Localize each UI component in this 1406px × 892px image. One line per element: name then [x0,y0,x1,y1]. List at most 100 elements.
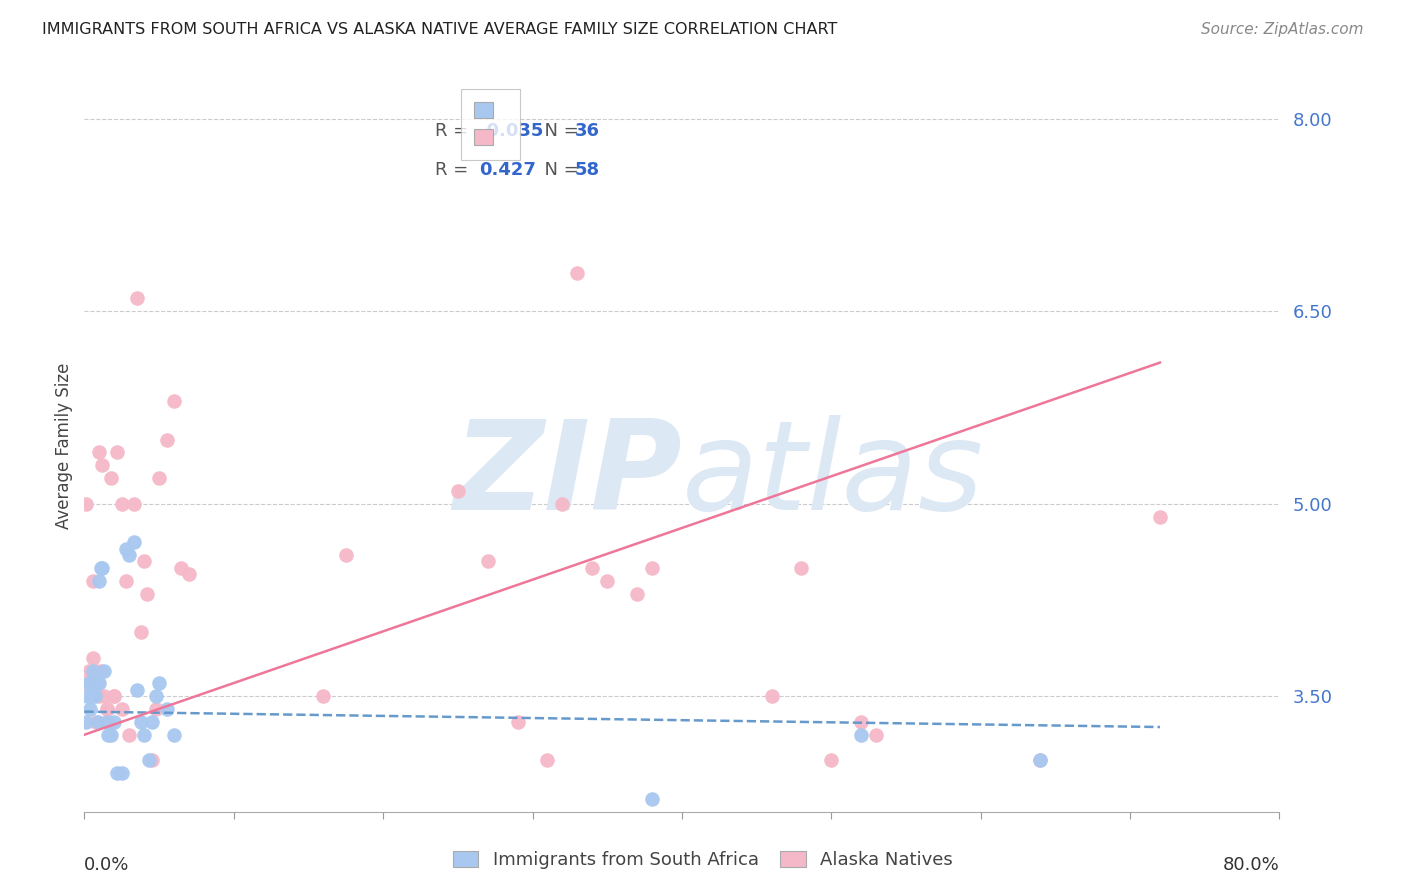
Point [145,702,167,716]
Point [111,497,134,511]
Point [100,728,122,742]
Point [105,445,128,459]
Point [820,753,842,767]
Text: 58: 58 [575,161,599,178]
Point [148,676,170,690]
Text: 36: 36 [575,122,599,140]
Point [86,664,108,678]
Point [477,554,499,568]
Point [89,574,111,588]
Point [105,766,128,780]
Point [103,690,125,704]
Point [111,766,134,780]
Point [132,728,156,742]
Text: N =: N = [533,161,583,178]
Point [93,690,115,704]
Point [91,561,114,575]
Point [851,714,873,729]
Point [790,561,813,575]
Point [129,625,152,640]
Point [83,676,105,690]
Text: 0.0%: 0.0% [84,855,129,873]
Legend: Immigrants from South Africa, Alaska Natives: Immigrants from South Africa, Alaska Nat… [444,842,962,879]
Point [1029,753,1052,767]
Point [89,676,111,690]
Point [103,714,125,729]
Point [129,714,152,729]
Point [89,445,111,459]
Point [111,702,134,716]
Point [125,292,148,306]
Point [141,753,163,767]
Point [122,535,145,549]
Point [581,561,603,575]
Point [79,702,101,716]
Text: 0.427: 0.427 [479,161,536,178]
Point [76,676,98,690]
Point [141,714,163,729]
Point [335,548,357,562]
Point [82,650,104,665]
Point [77,676,100,690]
Point [312,690,335,704]
Point [136,586,159,600]
Point [96,702,118,716]
Point [87,714,110,729]
Point [80,664,103,678]
Text: -0.035: -0.035 [479,122,543,140]
Point [75,497,97,511]
Point [76,690,98,704]
Point [86,714,108,729]
Point [115,541,138,556]
Point [82,664,104,678]
Legend: , : , [461,89,520,161]
Point [122,497,145,511]
Point [87,676,110,690]
Point [506,714,529,729]
Point [91,458,114,473]
Point [80,676,103,690]
Point [551,497,574,511]
Point [93,664,115,678]
Point [170,561,193,575]
Point [90,561,112,575]
Text: N =: N = [533,122,583,140]
Point [567,266,589,280]
Point [79,676,101,690]
Point [90,664,112,678]
Point [138,753,160,767]
Point [97,728,120,742]
Point [125,682,148,697]
Point [86,676,108,690]
Point [80,690,103,704]
Point [145,690,167,704]
Point [103,690,125,704]
Point [96,702,118,716]
Text: 80.0%: 80.0% [1223,855,1279,873]
Text: ZIP: ZIP [453,415,682,536]
Point [89,690,111,704]
Text: Source: ZipAtlas.com: Source: ZipAtlas.com [1201,22,1364,37]
Point [536,753,558,767]
Point [155,702,177,716]
Point [163,394,186,409]
Point [118,728,141,742]
Point [77,664,100,678]
Point [447,483,470,498]
Point [100,471,122,485]
Text: R =: R = [434,161,474,178]
Point [163,728,186,742]
Text: IMMIGRANTS FROM SOUTH AFRICA VS ALASKA NATIVE AVERAGE FAMILY SIZE CORRELATION CH: IMMIGRANTS FROM SOUTH AFRICA VS ALASKA N… [42,22,838,37]
Point [626,586,648,600]
Point [865,728,887,742]
Point [1029,753,1052,767]
Point [1149,509,1171,524]
Text: R =: R = [434,122,474,140]
Point [641,792,664,806]
Point [82,574,104,588]
Point [761,690,783,704]
Point [148,471,170,485]
Point [75,714,97,729]
Point [596,574,619,588]
Point [96,714,118,729]
